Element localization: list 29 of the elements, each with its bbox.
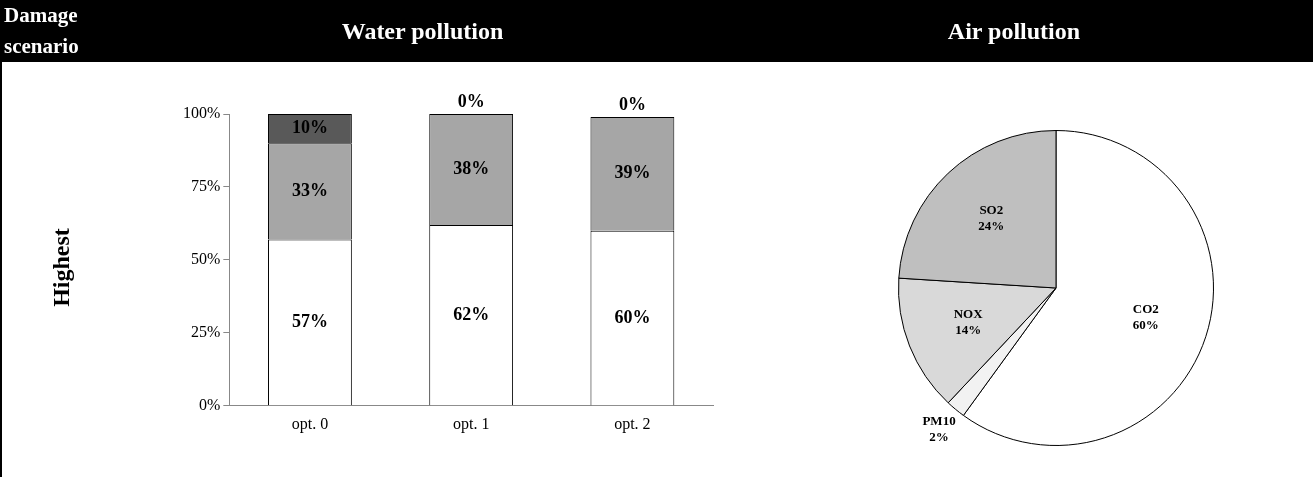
text: Damage scenario xyxy=(4,1,80,60)
y-tick-label: 75% xyxy=(191,177,221,195)
chart-title: Air pollution xyxy=(947,17,1081,46)
data-label: 60% xyxy=(614,306,651,327)
data-label: 0% xyxy=(457,90,485,111)
data-label: 33% xyxy=(291,179,328,200)
slice-label: SO2 xyxy=(979,202,1004,218)
slice-label: PM10 xyxy=(922,412,956,428)
data-label: 0% xyxy=(618,93,646,114)
y-tick-label: 25% xyxy=(191,323,221,341)
x-tick-label: opt. 2 xyxy=(614,414,651,433)
slice-label: NOX xyxy=(953,306,984,322)
data-label: 2% xyxy=(929,428,949,444)
data-label: 38% xyxy=(453,158,490,179)
y-tick-label: 100% xyxy=(183,104,221,122)
chart-title: Water pollution xyxy=(341,17,504,46)
data-label: 14% xyxy=(955,322,982,338)
data-label: 10% xyxy=(291,117,328,138)
x-tick-label: opt. 0 xyxy=(291,414,329,433)
data-label: 60% xyxy=(1132,316,1159,332)
data-label: 57% xyxy=(291,311,328,332)
text: Highest xyxy=(47,227,75,307)
x-tick-label: opt. 1 xyxy=(452,414,490,433)
y-tick-label: 0% xyxy=(199,396,221,413)
slice-label: CO2 xyxy=(1132,300,1159,316)
y-tick-label: 50% xyxy=(191,250,221,268)
data-label: 24% xyxy=(978,218,1005,234)
data-label: 62% xyxy=(453,303,490,324)
data-label: 39% xyxy=(614,162,651,183)
